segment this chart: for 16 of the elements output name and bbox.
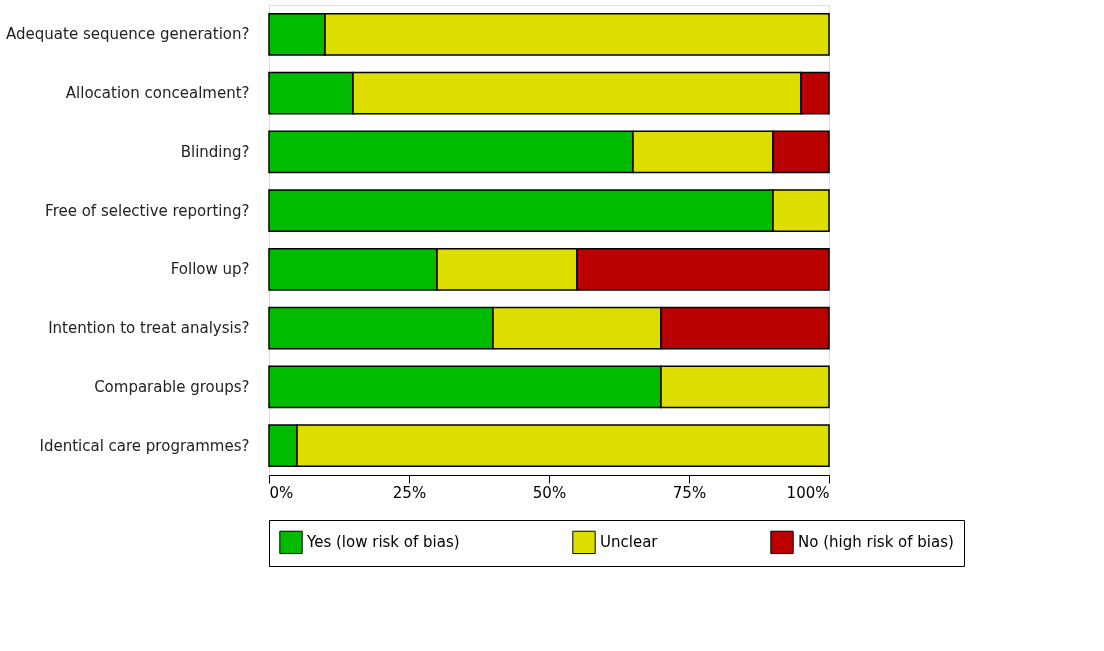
y-tick-label: Identical care programmes? — [39, 436, 250, 455]
y-tick-label: Comparable groups? — [94, 377, 250, 396]
legend-label: Unclear — [600, 533, 659, 552]
y-tick-label: Free of selective reporting? — [45, 201, 250, 220]
legend-label: No (high risk of bias) — [798, 533, 954, 552]
x-tick-label: 0% — [269, 483, 294, 502]
y-tick-label: Intention to treat analysis? — [48, 319, 250, 338]
x-tick-label: 100% — [786, 483, 830, 502]
y-tick-label: Follow up? — [170, 260, 250, 279]
legend-label: Yes (low risk of bias) — [306, 533, 460, 552]
y-tick-label: Adequate sequence generation? — [6, 25, 250, 44]
x-tick-label: 50% — [532, 483, 567, 502]
y-tick-label: Allocation concealment? — [65, 84, 250, 103]
y-tick-label: Blinding? — [180, 142, 250, 161]
x-tick-label: 75% — [672, 483, 707, 502]
x-tick-label: 25% — [392, 483, 427, 502]
